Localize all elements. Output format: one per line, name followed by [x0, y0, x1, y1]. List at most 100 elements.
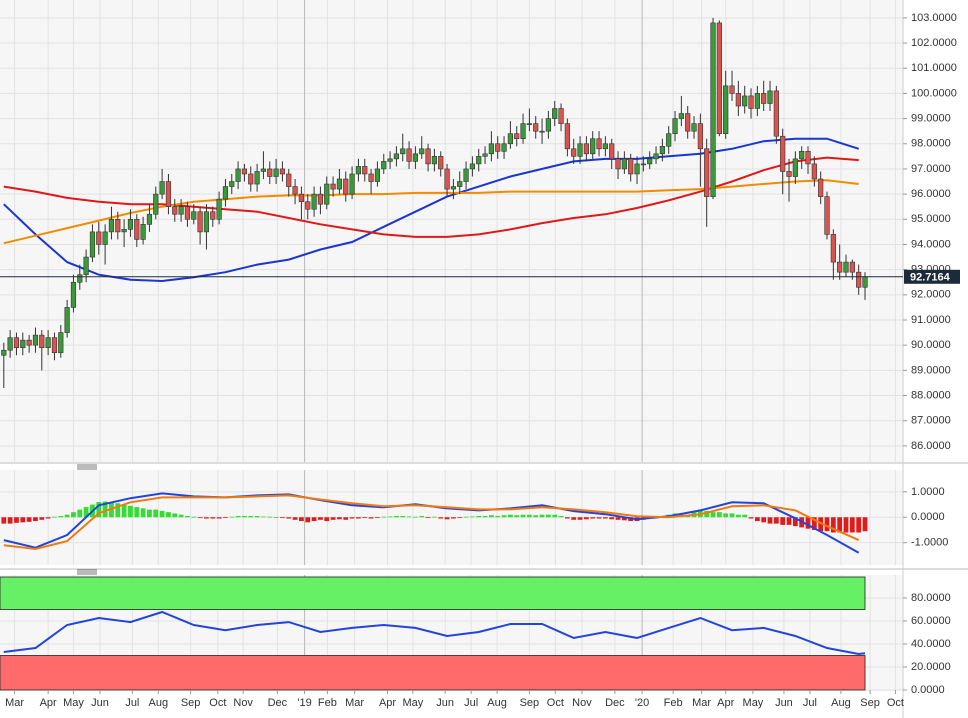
histogram-bar [507, 514, 513, 518]
candle-body [178, 206, 184, 215]
candle-body [539, 130, 545, 133]
candle-body [856, 271, 862, 288]
histogram-bar [375, 517, 380, 519]
y-tick-label: 40.0000 [911, 638, 951, 650]
histogram-bar [286, 517, 292, 519]
histogram-bar [121, 504, 127, 518]
candle-body [659, 145, 665, 155]
x-tick-label: Mar [5, 697, 24, 709]
candle-body [153, 193, 159, 215]
candle-body [754, 93, 760, 109]
x-tick-label: Apr [717, 697, 734, 709]
candle-body [799, 151, 805, 160]
x-tick-label: Feb [318, 697, 337, 709]
histogram-bar [438, 517, 444, 519]
histogram-bar [761, 517, 767, 523]
histogram-bar [254, 515, 260, 518]
candle-body [723, 85, 729, 134]
histogram-bar [387, 516, 393, 518]
candle-body [469, 163, 475, 170]
candle-body [32, 334, 39, 346]
histogram-bar [83, 507, 89, 518]
histogram-bar [463, 516, 469, 518]
candle-body [311, 193, 317, 210]
candle-body [298, 193, 305, 202]
candle-body [45, 337, 51, 348]
candle-body [691, 123, 697, 132]
candle-body [203, 211, 210, 233]
x-tick-label: Jul [464, 697, 478, 709]
candle-body [374, 168, 381, 182]
candle-body [716, 22, 722, 134]
x-tick-label: Nov [572, 697, 592, 709]
candle-body [514, 133, 520, 140]
candle-body [400, 148, 406, 155]
histogram-bar [153, 509, 159, 518]
histogram-bar [615, 517, 621, 520]
candle-body [406, 148, 412, 162]
y-tick-label: 89.0000 [911, 364, 951, 376]
candle-body [387, 158, 393, 162]
histogram-bar [748, 517, 754, 519]
candle-body [191, 211, 197, 220]
candle-body [229, 181, 235, 187]
histogram-bar [102, 501, 108, 518]
candle-body [216, 198, 222, 220]
histogram-bar [837, 517, 843, 533]
candle-body [349, 173, 355, 195]
histogram-bar [311, 517, 317, 522]
y-tick-label: 96.0000 [911, 188, 951, 200]
x-tick-label: Mar [692, 697, 711, 709]
y-tick-label: 60.0000 [911, 615, 951, 627]
y-tick-label: 0.0000 [911, 511, 945, 523]
marks-layer [0, 17, 903, 691]
candle-body [273, 168, 279, 177]
candle-body [672, 118, 678, 134]
histogram-bar [134, 507, 140, 518]
histogram-bar [77, 509, 83, 518]
histogram-bar [267, 516, 273, 518]
candle-body [419, 148, 425, 155]
candle-body [235, 168, 241, 182]
histogram-bar [406, 516, 412, 518]
candle-body [108, 218, 115, 233]
candle-body [678, 113, 684, 119]
candle-body [653, 153, 659, 160]
x-tick-label: Dec [605, 697, 625, 709]
candle-body [159, 181, 165, 195]
histogram-bar [577, 517, 583, 520]
histogram-bar [533, 515, 539, 518]
histogram-bar [767, 517, 773, 524]
candle-body [571, 148, 577, 157]
candle-body [267, 168, 273, 177]
candle-body [140, 224, 146, 240]
candle-body [210, 211, 216, 220]
histogram-bar [147, 509, 152, 518]
histogram-bar [159, 510, 165, 518]
x-tick-label: Dec [268, 697, 288, 709]
histogram-bar [45, 517, 51, 519]
histogram-bar [805, 517, 811, 529]
candle-body [70, 281, 77, 308]
candle-body [127, 218, 134, 230]
histogram-bar [248, 515, 254, 518]
histogram-bar [754, 517, 760, 522]
candle-body [748, 95, 754, 109]
candle-body [438, 156, 444, 170]
histogram-bar [824, 517, 830, 532]
x-tick-label: Jun [775, 697, 793, 709]
histogram-bar [191, 516, 197, 518]
histogram-bar [343, 517, 349, 520]
histogram-bar [425, 517, 431, 519]
candle-body [368, 173, 374, 182]
histogram-bar [204, 517, 209, 519]
candle-body [381, 161, 387, 170]
histogram-bar [115, 503, 121, 518]
histogram-bar [20, 517, 26, 523]
candle-body [463, 168, 469, 182]
resize-handle[interactable] [77, 464, 97, 575]
y-tick-label: 97.0000 [911, 163, 951, 175]
candle-body [292, 186, 298, 195]
candle-body [818, 178, 824, 197]
histogram-bar [609, 517, 615, 520]
